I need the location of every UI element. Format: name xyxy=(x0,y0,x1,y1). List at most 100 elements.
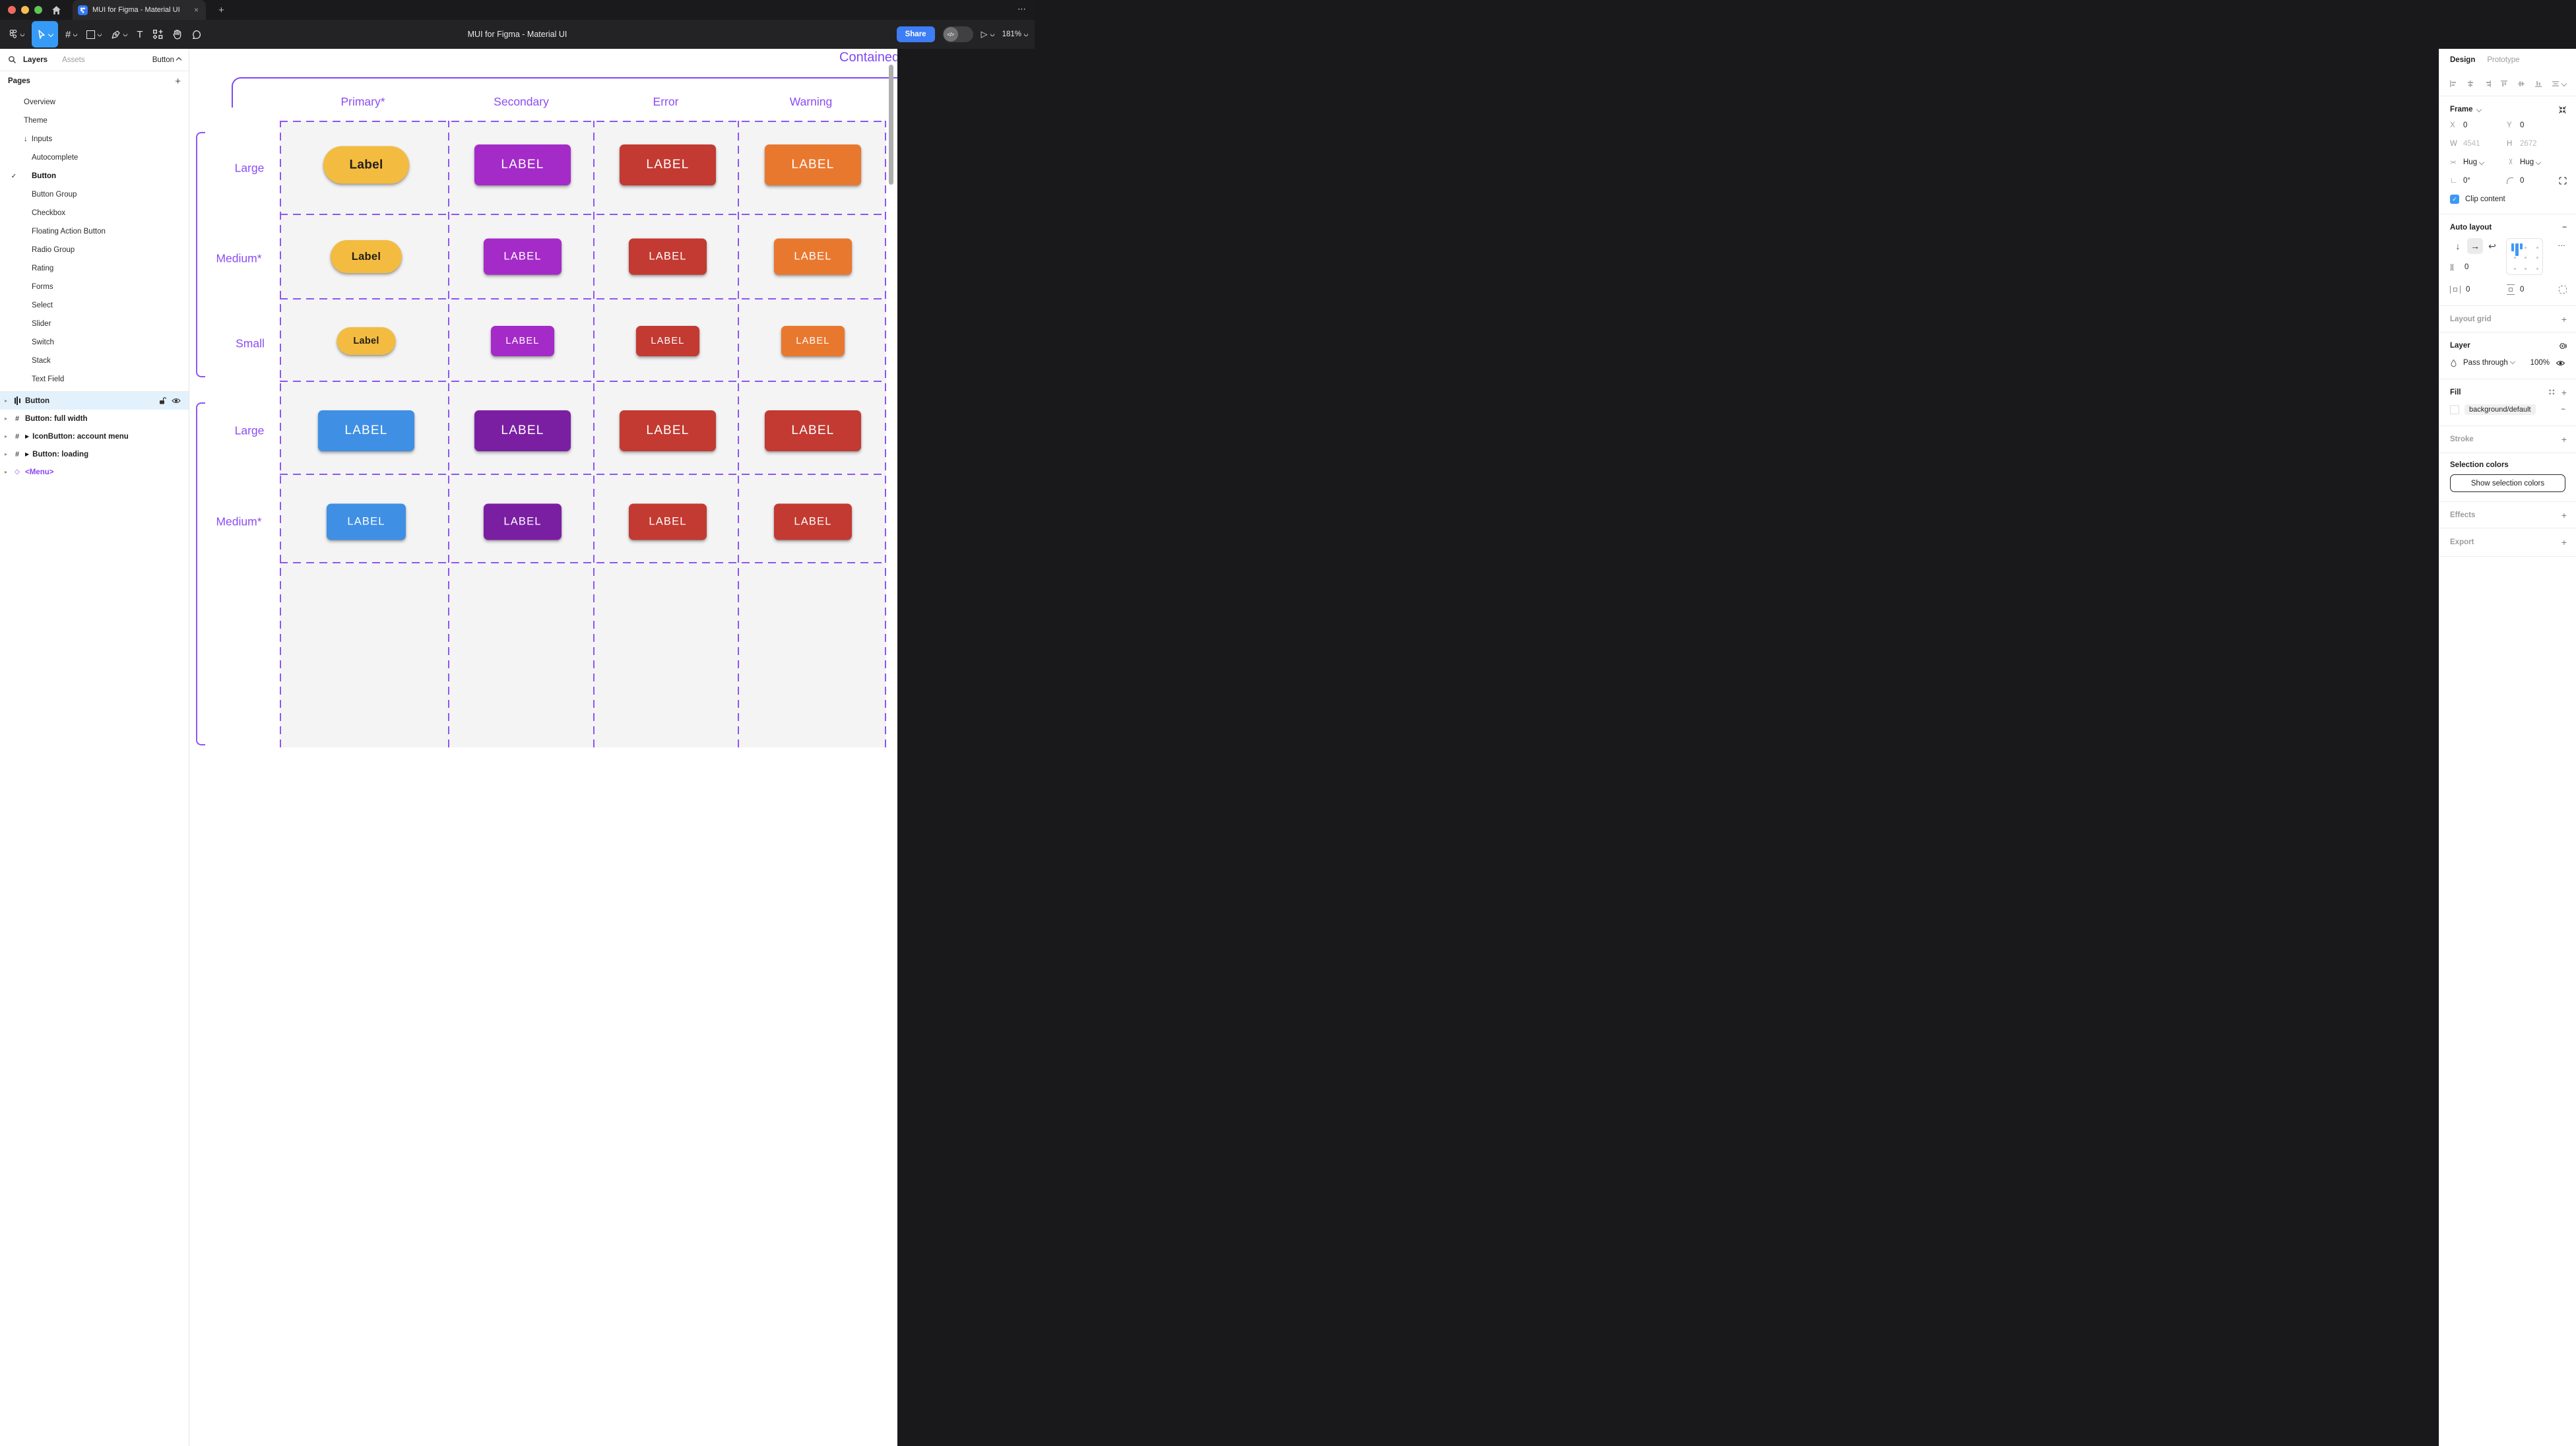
layout-vertical-button[interactable]: ↓ xyxy=(2455,241,2461,251)
align-horizontal-center-icon[interactable] xyxy=(2466,80,2474,88)
page-item[interactable]: Autocomplete xyxy=(32,154,79,162)
present-button[interactable]: ▷ xyxy=(981,29,995,40)
fill-token-chip[interactable]: background/default xyxy=(2464,404,2536,415)
horizontal-resizing-dropdown[interactable]: >< Hug xyxy=(2450,158,2507,166)
align-vertical-center-icon[interactable] xyxy=(2517,80,2525,88)
tab-assets[interactable]: Assets xyxy=(62,55,85,64)
page-item[interactable]: Checkbox xyxy=(32,209,66,217)
tab-prototype[interactable]: Prototype xyxy=(2487,56,2520,64)
comment-tool-button[interactable] xyxy=(187,22,206,47)
frame-section-header[interactable]: Frame xyxy=(2450,103,2566,116)
visibility-eye-icon[interactable] xyxy=(172,397,181,404)
remove-fill-button[interactable]: − xyxy=(2561,406,2565,414)
clip-content-checkbox[interactable]: ✓ xyxy=(2450,195,2459,204)
add-fill-button[interactable]: + xyxy=(2561,387,2567,398)
page-item[interactable]: Button Group xyxy=(32,191,77,199)
collapse-arrow-icon[interactable]: ↓ xyxy=(24,135,28,143)
blend-mode-dropdown[interactable]: Pass through xyxy=(2463,358,2516,367)
tab-layers[interactable]: Layers xyxy=(23,55,48,64)
expand-caret-icon[interactable]: ▸ xyxy=(5,398,8,404)
window-more-icon[interactable]: ⋯ xyxy=(1017,4,1027,14)
fill-row[interactable]: background/default − xyxy=(2450,400,2565,419)
page-item[interactable]: Stack xyxy=(32,357,51,365)
page-item[interactable]: Slider xyxy=(32,320,51,328)
blend-mode-icon[interactable] xyxy=(2558,342,2567,350)
align-bottom-icon[interactable] xyxy=(2534,80,2542,88)
page-item[interactable]: Text Field xyxy=(32,375,65,383)
layout-wrap-button[interactable]: ↩ xyxy=(2488,240,2496,251)
canvas-button[interactable]: LABEL xyxy=(474,410,571,451)
canvas-button[interactable]: LABEL xyxy=(765,144,861,185)
align-right-icon[interactable] xyxy=(2484,80,2492,88)
minimize-window-button[interactable] xyxy=(21,6,29,14)
add-effect-button[interactable]: + xyxy=(2561,509,2567,520)
canvas-button[interactable]: Label xyxy=(323,146,409,184)
layer-row-button-loading[interactable]: ▸ # ▶ Button: loading xyxy=(5,450,89,458)
page-item[interactable]: Switch xyxy=(32,338,54,346)
independent-padding-icon[interactable] xyxy=(2559,286,2567,294)
canvas-button[interactable]: Label xyxy=(337,327,396,355)
new-tab-button[interactable]: + xyxy=(218,5,224,16)
vertical-padding-field[interactable]: 0 xyxy=(2507,284,2563,295)
expand-caret-icon[interactable]: ▸ xyxy=(5,416,8,422)
canvas-button[interactable]: LABEL xyxy=(318,410,414,451)
fill-color-swatch[interactable] xyxy=(2450,405,2459,414)
opacity-field[interactable]: 100% xyxy=(2530,359,2550,367)
canvas-button[interactable]: LABEL xyxy=(620,144,716,185)
clip-content-row[interactable]: ✓ Clip content xyxy=(2450,190,2565,208)
canvas-button[interactable]: Label xyxy=(331,240,402,273)
canvas-button[interactable]: LABEL xyxy=(484,503,562,540)
add-stroke-button[interactable]: + xyxy=(2561,434,2567,445)
canvas-button[interactable]: LABEL xyxy=(781,326,845,356)
canvas-button[interactable]: LABEL xyxy=(765,410,861,451)
canvas-button[interactable]: LABEL xyxy=(629,503,707,540)
align-left-icon[interactable] xyxy=(2449,80,2457,88)
independent-corners-icon[interactable] xyxy=(2559,177,2567,185)
add-export-button[interactable]: + xyxy=(2561,537,2567,548)
text-tool-button[interactable]: T xyxy=(132,22,147,47)
page-item[interactable]: ↓ Inputs xyxy=(24,135,53,143)
zoom-window-button[interactable] xyxy=(34,6,42,14)
layout-horizontal-button[interactable]: → xyxy=(2467,238,2483,254)
page-item[interactable]: Rating xyxy=(32,265,54,272)
canvas-button[interactable]: LABEL xyxy=(636,326,699,356)
canvas-button[interactable]: LABEL xyxy=(629,238,707,275)
height-field[interactable]: H 2672 xyxy=(2507,140,2537,148)
page-item[interactable]: Select xyxy=(32,301,53,309)
layer-visibility-eye-icon[interactable] xyxy=(2556,360,2565,367)
canvas-button[interactable]: LABEL xyxy=(620,410,716,451)
canvas-button[interactable]: LABEL xyxy=(327,503,406,540)
show-selection-colors-button[interactable]: Show selection colors xyxy=(2450,474,2565,492)
close-tab-icon[interactable]: × xyxy=(193,5,199,15)
layer-row-iconbutton-account-menu[interactable]: ▸ # ▶ IconButton: account menu xyxy=(5,432,129,441)
page-item-current[interactable]: ✓ Button xyxy=(0,167,189,185)
canvas-button[interactable]: LABEL xyxy=(474,144,571,185)
share-button[interactable]: Share xyxy=(896,26,935,42)
layer-row-menu-component[interactable]: ▸ ◇ <Menu> xyxy=(5,468,54,476)
align-top-icon[interactable] xyxy=(2500,80,2508,88)
shape-tool-button[interactable] xyxy=(82,22,106,47)
add-layout-grid-button[interactable]: + xyxy=(2561,313,2567,325)
hand-tool-button[interactable] xyxy=(168,22,187,47)
page-item[interactable]: Theme xyxy=(24,117,48,125)
distribute-dropdown[interactable] xyxy=(2552,80,2567,88)
move-tool-button[interactable] xyxy=(32,21,58,47)
main-menu-button[interactable] xyxy=(4,22,29,47)
page-item[interactable]: Forms xyxy=(32,283,53,291)
page-item[interactable]: Overview xyxy=(24,98,55,106)
gap-field[interactable]: ]|[0 xyxy=(2450,263,2469,271)
canvas-button[interactable]: LABEL xyxy=(484,238,562,275)
rotation-field[interactable]: ∟ 0° xyxy=(2450,177,2470,185)
page-item[interactable]: Floating Action Button xyxy=(32,228,106,236)
page-item[interactable]: Radio Group xyxy=(32,246,75,254)
add-page-button[interactable]: + xyxy=(175,75,181,87)
zoom-level-dropdown[interactable]: 181% xyxy=(1002,30,1029,38)
layer-row-button[interactable]: ▸ Button xyxy=(0,392,189,410)
actions-tool-button[interactable] xyxy=(148,22,168,47)
frame-name-label[interactable]: Contained xyxy=(839,50,897,65)
page-selector[interactable]: Button xyxy=(152,56,182,64)
canvas-button[interactable]: LABEL xyxy=(774,238,852,275)
close-window-button[interactable] xyxy=(8,6,16,14)
